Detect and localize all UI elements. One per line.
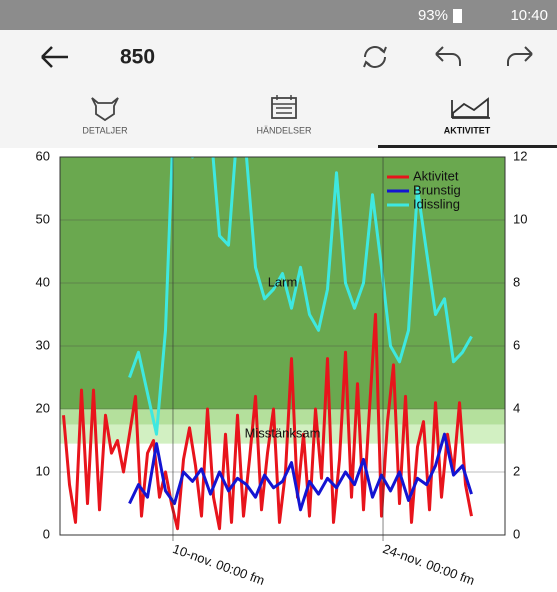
y2-tick-label: 12	[513, 148, 527, 163]
x-tick-label: 10-nov. 00:00 fm	[171, 541, 267, 588]
y-tick-label: 0	[43, 526, 50, 541]
tab-activity[interactable]: AKTIVITET	[378, 97, 557, 148]
y2-tick-label: 8	[513, 274, 520, 289]
tab-label: DETALJER	[82, 125, 128, 135]
y-tick-label: 60	[36, 148, 50, 163]
tab-events[interactable]: HÄNDELSER	[256, 95, 312, 135]
calendar-grid	[272, 95, 296, 114]
battery-level: 93%	[418, 7, 448, 24]
back-button[interactable]	[41, 46, 68, 68]
page-title: 850	[120, 46, 155, 69]
series-line	[128, 157, 473, 436]
legend-label: Aktivitet	[413, 168, 459, 183]
y2-tick-label: 2	[513, 463, 520, 478]
y2-tick-label: 4	[513, 400, 520, 415]
tab-details[interactable]: DETALJER	[82, 97, 128, 135]
app-bar	[0, 30, 557, 148]
plot-frame	[59, 156, 506, 536]
calendar-icon	[271, 97, 297, 119]
refresh-button[interactable]	[363, 46, 387, 68]
y-tick-label: 40	[36, 274, 50, 289]
tab-indicator	[378, 145, 557, 148]
series-line	[62, 313, 473, 531]
cow-icon	[91, 97, 119, 122]
legend-label: Idissling	[413, 196, 460, 211]
chart-icon	[451, 97, 490, 119]
series-line	[128, 432, 473, 512]
undo-button[interactable]	[435, 46, 461, 66]
y2-tick-label: 10	[513, 211, 527, 226]
y-tick-label: 20	[36, 400, 50, 415]
status-bar	[0, 0, 557, 30]
y-tick-label: 50	[36, 211, 50, 226]
clock: 10:40	[510, 7, 548, 24]
tab-label: HÄNDELSER	[256, 125, 312, 135]
y-tick-label: 10	[36, 463, 50, 478]
threshold-band	[60, 424, 505, 444]
x-tick-label: 24-nov. 00:00 fm	[381, 541, 477, 588]
y2-tick-label: 0	[513, 526, 520, 541]
redo-button[interactable]	[507, 46, 533, 66]
battery-icon	[453, 9, 462, 23]
y2-tick-label: 6	[513, 337, 520, 352]
legend-label: Brunstig	[413, 182, 461, 197]
threshold-band	[60, 409, 505, 425]
y-tick-label: 30	[36, 337, 50, 352]
tab-label: AKTIVITET	[444, 125, 491, 135]
plot	[60, 157, 505, 535]
band-label: Misstänksam	[245, 426, 321, 441]
band-label: Larm	[268, 274, 298, 289]
